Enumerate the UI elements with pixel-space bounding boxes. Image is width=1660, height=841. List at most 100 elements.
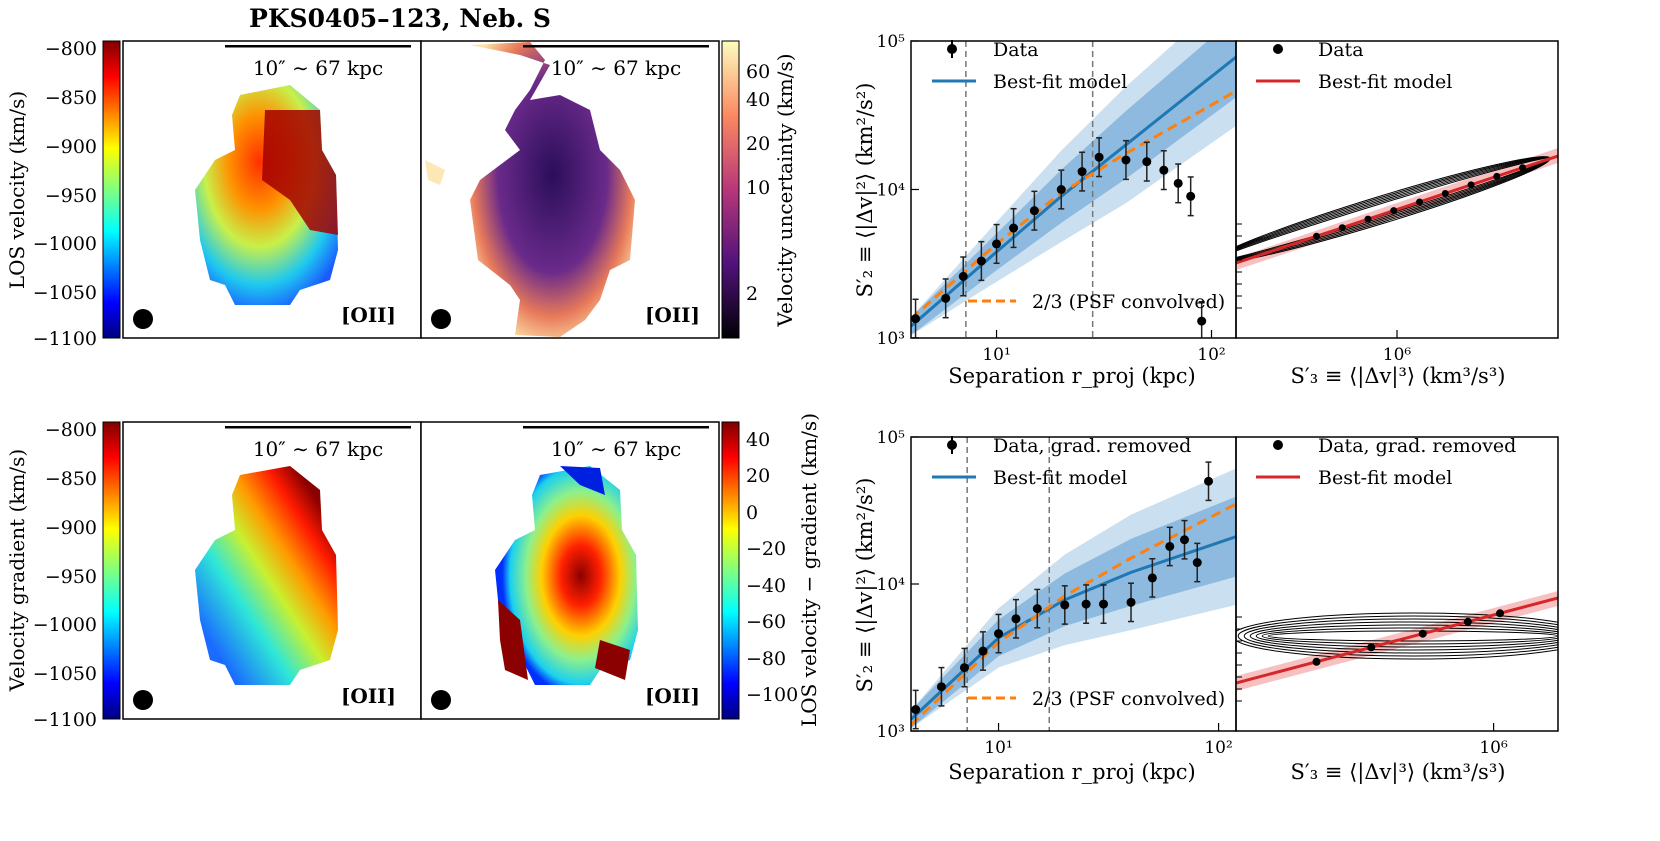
data-point xyxy=(1029,206,1039,216)
data-point xyxy=(1519,164,1527,172)
data-point xyxy=(976,256,986,266)
cbar4-tick: −40 xyxy=(746,575,786,597)
contour xyxy=(1255,624,1558,648)
x-tick-label: 10⁶ xyxy=(1479,738,1508,758)
x-tick-label: 10² xyxy=(1197,345,1225,365)
data-point xyxy=(1121,155,1131,165)
axes-frame xyxy=(1235,436,1559,732)
data-point xyxy=(1173,178,1183,188)
legend-s3-top: Data Best-fit model xyxy=(1256,39,1452,93)
data-point xyxy=(1032,604,1042,614)
data-point xyxy=(1364,215,1372,223)
psf-marker xyxy=(431,690,451,710)
confidence-band xyxy=(911,41,1236,336)
s3-panel-bottom: 10⁶ xyxy=(1235,436,1559,758)
cbar3-tick: −1050 xyxy=(33,663,97,685)
cbar2-tick: 40 xyxy=(746,89,770,111)
cbar4-tick: −60 xyxy=(746,611,786,633)
legend-sf-bottom: Data, grad. removed Best-fit model 2/3 (… xyxy=(932,435,1225,710)
data-point xyxy=(1077,167,1087,177)
cbar2-tick: 2 xyxy=(746,283,758,305)
cbar1-tick: −800 xyxy=(45,38,97,60)
cbar3-tick: −800 xyxy=(45,419,97,441)
legend-sf-top: Data Best-fit model 2/3 (PSF convolved) xyxy=(932,39,1225,313)
contour xyxy=(1243,618,1558,654)
data-point xyxy=(1463,617,1472,626)
confidence-band xyxy=(911,496,1236,729)
data-point xyxy=(1416,198,1424,206)
scale-bar xyxy=(523,426,709,429)
legend-entry: Best-fit model xyxy=(993,71,1127,93)
colorbar-los-velocity: −800 −850 −900 −950 −1000 −1050 −1100 LO… xyxy=(5,38,121,350)
cbar4-tick: −20 xyxy=(746,538,786,560)
data-point xyxy=(1204,476,1214,486)
y-tick-label: 10⁴ xyxy=(877,575,906,595)
contour xyxy=(1249,621,1558,651)
cbar2-tick: 60 xyxy=(746,61,770,83)
colorbar-velocity-gradient: −800 −850 −900 −950 −1000 −1050 −1100 Ve… xyxy=(5,419,121,731)
data-point xyxy=(1142,157,1152,167)
legend-entry: Data, grad. removed xyxy=(993,435,1191,457)
data-point xyxy=(1081,599,1091,609)
sf-top-xlabel: Separation r_proj (kpc) xyxy=(948,364,1196,388)
data-point xyxy=(1009,223,1019,233)
data-point xyxy=(1060,600,1070,610)
sf-panel-top: 10³ 10⁴ 10⁵ 10¹ 10² xyxy=(877,32,1237,365)
contour xyxy=(1236,612,1558,660)
y-tick-label: 10³ xyxy=(877,329,905,349)
line-label: [OII] xyxy=(645,684,700,708)
data-point xyxy=(1493,172,1501,180)
cbar1-tick: −850 xyxy=(45,87,97,109)
data-point xyxy=(958,271,968,281)
scale-bar-label: 10″ ∼ 67 kpc xyxy=(551,56,681,80)
y-tick-label: 10⁵ xyxy=(877,32,906,52)
cbar4-label: LOS velocity − gradient (km/s) xyxy=(797,413,821,727)
cbar1-tick: −900 xyxy=(45,136,97,158)
data-point xyxy=(1011,614,1021,624)
cbar1-label: LOS velocity (km/s) xyxy=(5,91,29,289)
y-tick-label: 10³ xyxy=(877,722,905,742)
line-label: [OII] xyxy=(341,684,396,708)
cbar3-tick: −900 xyxy=(45,517,97,539)
map-velocity-uncertainty: 10″ ∼ 67 kpc [OII] xyxy=(420,40,720,339)
y-tick-label: 10⁵ xyxy=(877,428,906,448)
legend-entry: Data xyxy=(993,39,1039,61)
psf-label: 2/3 (PSF convolved) xyxy=(1032,291,1225,313)
data-point xyxy=(1165,541,1175,551)
data-point xyxy=(1147,573,1157,583)
data-point xyxy=(1390,207,1398,215)
legend-entry: Data xyxy=(1318,39,1364,61)
cbar3-tick: −850 xyxy=(45,468,97,490)
cbar4-tick: 0 xyxy=(746,502,758,524)
scale-bar xyxy=(523,45,709,48)
cbar1-tick: −950 xyxy=(45,185,97,207)
data-point xyxy=(911,314,921,324)
data-point xyxy=(959,663,969,673)
data-point xyxy=(1099,599,1109,609)
cbar1-tick: −1100 xyxy=(33,328,97,350)
scale-bar-label: 10″ ∼ 67 kpc xyxy=(551,437,681,461)
data-point xyxy=(911,705,921,715)
data-point xyxy=(1159,165,1169,175)
psf-marker xyxy=(133,690,153,710)
data-point xyxy=(992,239,1002,249)
cbar2-tick: 20 xyxy=(746,133,770,155)
contour xyxy=(1261,627,1558,645)
legend-entry: Best-fit model xyxy=(993,467,1127,489)
figure-title: PKS0405–123, Neb. S xyxy=(249,4,551,33)
data-point xyxy=(1467,181,1475,189)
scale-bar-label: 10″ ∼ 67 kpc xyxy=(253,437,383,461)
line-label: [OII] xyxy=(341,303,396,327)
colorbar-velocity-residual: 40 20 0 −20 −40 −60 −80 −100 LOS velocit… xyxy=(721,413,821,727)
cbar1-tick: −1050 xyxy=(33,282,97,304)
map-velocity-gradient: 10″ ∼ 67 kpc [OII] xyxy=(122,421,422,720)
legend-s3-bottom: Data, grad. removed Best-fit model xyxy=(1256,435,1516,489)
map-velocity-residual: 10″ ∼ 67 kpc [OII] xyxy=(420,421,720,720)
map-los-velocity: 10″ ∼ 67 kpc [OII] xyxy=(122,40,422,339)
data-point xyxy=(1313,232,1320,240)
cbar3-label: Velocity gradient (km/s) xyxy=(5,449,29,692)
cbar1-tick: −1000 xyxy=(33,233,97,255)
data-point xyxy=(1418,629,1427,638)
x-tick-label: 10⁶ xyxy=(1383,345,1412,365)
sf-bottom-xlabel: Separation r_proj (kpc) xyxy=(948,760,1196,784)
